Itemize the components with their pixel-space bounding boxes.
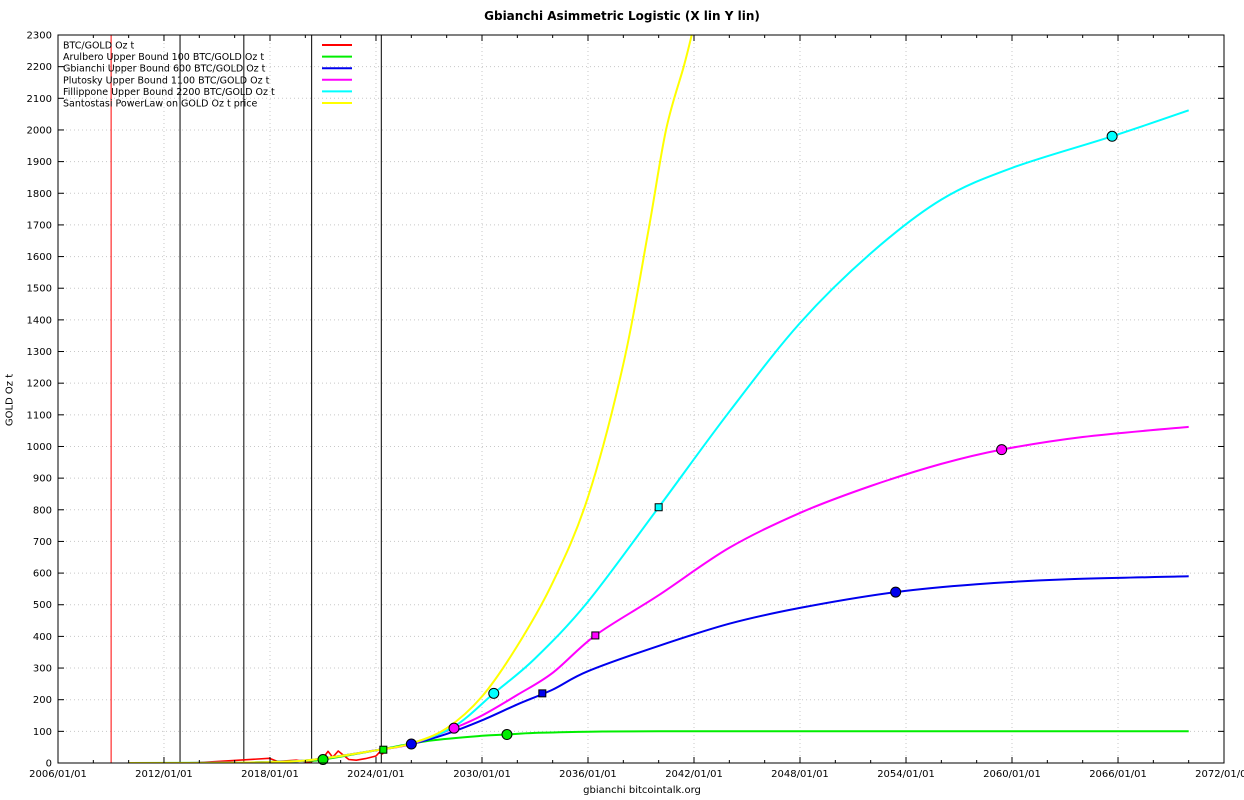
x-tick-label: 2036/01/01 [559,769,617,780]
legend-label: Fillippone Upper Bound 2200 BTC/GOLD Oz … [63,87,275,98]
series-marker-square [654,503,663,512]
event-lines [110,35,382,763]
axes: 0 100 200 300 400 500 600 700 800 900 1000 1100 1200… [27,31,1244,781]
y-tick-label: 1100 [27,410,52,421]
series-marker-circle [501,729,513,741]
y-tick-label: 1800 [27,189,52,200]
legend-label: Plutosky Upper Bound 1100 BTC/GOLD Oz t [63,75,270,86]
series-line-5 [128,35,693,763]
y-tick-label: 600 [33,569,52,580]
grid [58,35,1224,763]
series-line-1 [128,730,1189,763]
y-tick-label: 2000 [27,125,52,136]
series-marker-circle [996,444,1008,456]
plot-frame [57,34,1225,764]
series-marker-circle [1106,130,1118,142]
series-marker-circle [317,754,329,766]
legend-label: Gbianchi Upper Bound 600 BTC/GOLD Oz t [63,64,266,75]
x-tick-label: 2048/01/01 [771,769,829,780]
y-tick-label: 1200 [27,379,52,390]
x-tick-label: 2024/01/01 [347,769,405,780]
chart-title: Gbianchi Asimmetric Logistic (X lin Y li… [484,9,760,23]
y-tick-label: 1700 [27,220,52,231]
x-tick-label: 2006/01/01 [29,769,87,780]
y-tick-label: 1900 [27,157,52,168]
x-tick-label: 2066/01/01 [1089,769,1147,780]
y-tick-label: 800 [33,505,52,516]
legend-label: BTC/GOLD Oz t [63,41,135,52]
y-tick-label: 2300 [27,31,52,42]
y-tick-label: 1600 [27,252,52,263]
x-tick-label: 2054/01/01 [877,769,935,780]
y-tick-label: 2200 [27,62,52,73]
y-tick-label: 100 [33,727,52,738]
series-marker-square [538,689,547,698]
x-tick-label: 2042/01/01 [665,769,723,780]
y-tick-label: 1300 [27,347,52,358]
marker-layer [317,130,1118,766]
y-tick-label: 700 [33,537,52,548]
y-tick-label: 400 [33,632,52,643]
y-tick-label: 900 [33,474,52,485]
y-tick-label: 1400 [27,315,52,326]
series-line-0 [138,750,384,763]
x-tick-label: 2012/01/01 [135,769,193,780]
x-tick-label: 2072/01/01 [1195,769,1244,780]
series-marker-circle [448,722,460,734]
legend-label: Santostasi PowerLaw on GOLD Oz t price [63,99,257,110]
x-tick-label: 2060/01/01 [983,769,1041,780]
x-axis-label: gbianchi bitcointalk.org [583,785,701,796]
x-tick-label: 2018/01/01 [241,769,299,780]
series-marker-square [379,745,388,754]
series-line-3 [128,425,1189,763]
y-tick-label: 500 [33,600,52,611]
x-tick-label: 2030/01/01 [453,769,511,780]
series-line-4 [128,109,1190,763]
series-layer [128,35,1190,763]
y-tick-label: 0 [46,759,52,770]
legend-label: Arulbero Upper Bound 100 BTC/GOLD Oz t [63,52,264,63]
series-marker-square [591,631,600,640]
y-tick-label: 200 [33,695,52,706]
series-marker-circle [890,586,902,598]
series-marker-circle [405,738,417,750]
y-tick-label: 2100 [27,94,52,105]
y-tick-label: 1500 [27,284,52,295]
y-tick-label: 1000 [27,442,52,453]
y-tick-label: 300 [33,664,52,675]
series-marker-circle [488,687,500,699]
